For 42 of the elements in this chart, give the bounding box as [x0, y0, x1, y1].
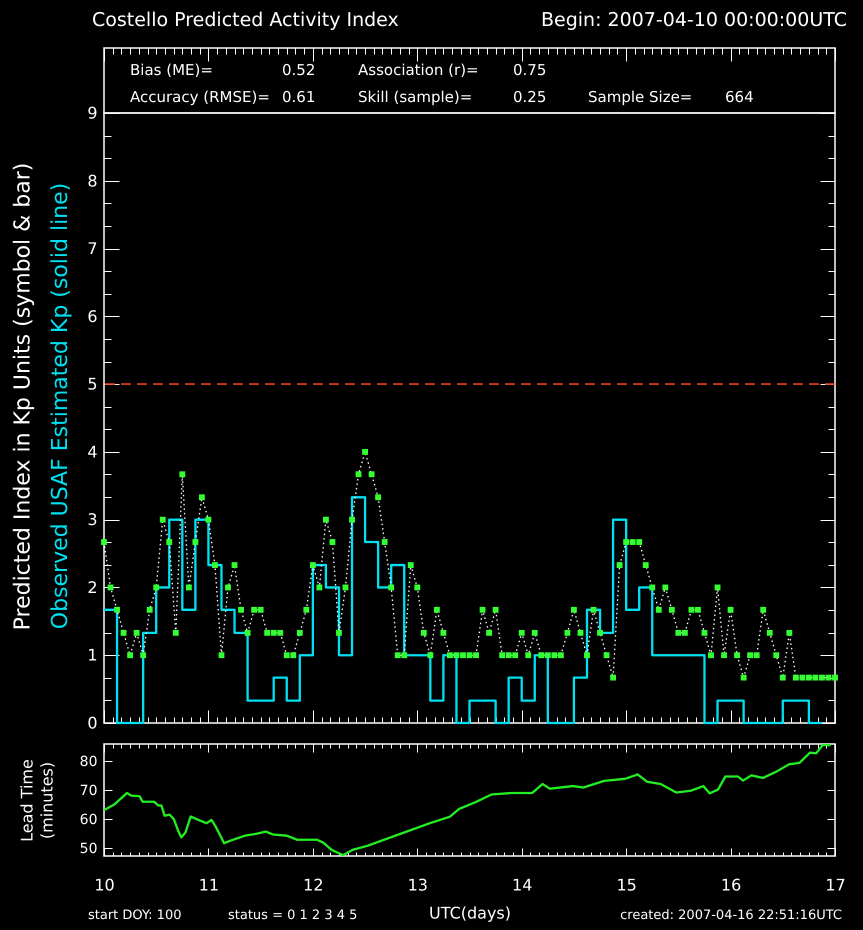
text: Observed USAF Estimated Kp (solid line) [48, 182, 73, 630]
y-tick-label: 1 [87, 646, 98, 665]
y-tick-label: 6 [87, 306, 98, 326]
x-tick-label: 10 [94, 876, 115, 894]
text: Bias (ME)= [130, 61, 213, 79]
x-tick-label: 17 [825, 876, 846, 894]
y-tick-label: 3 [87, 510, 98, 530]
y-tick-label: 70 [80, 782, 98, 799]
y-axis-title: Predicted Index in Kp Units (symbol & bar) [10, 162, 36, 630]
y-tick-label: 9 [87, 104, 98, 122]
y-tick-label: 80 [80, 754, 98, 770]
text: 664 [725, 88, 754, 106]
x-tick-label: 16 [720, 876, 742, 894]
x-tick-label: 14 [512, 876, 532, 894]
text: Accuracy (RMSE)= [130, 88, 270, 106]
y-tick-label: 0 [87, 714, 98, 732]
chart-title: Costello Predicted Activity Index [92, 9, 399, 31]
x-axis-title: UTC(days) [429, 904, 511, 922]
x-tick-label: 15 [616, 876, 637, 894]
text: created: 2007-04-16 22:51:16UTC [620, 908, 842, 923]
text: Association (r)= [358, 61, 479, 79]
x-tick-label: 12 [303, 876, 324, 894]
y-axis-title: Lead Time (minutes) [18, 759, 56, 842]
text: 0.61 [282, 88, 316, 106]
chart-subtitle: Begin: 2007-04-10 00:00:00UTC [540, 9, 847, 31]
y-tick-label: 60 [80, 812, 98, 828]
y-tick-label: 50 [80, 840, 98, 857]
text: Sample Size= [588, 88, 692, 106]
line-series [102, 744, 832, 856]
text: Skill (sample)= [358, 88, 472, 106]
text: start DOY: 100 [88, 908, 182, 923]
x-tick-label: 11 [198, 876, 220, 894]
text: status = 0 1 2 3 4 5 [228, 908, 358, 923]
y-tick-label: 5 [87, 374, 98, 394]
y-tick-label: 2 [87, 578, 98, 597]
y-tick-label: 8 [87, 171, 98, 190]
y-tick-label: 7 [87, 239, 98, 258]
text: 0.25 [513, 88, 546, 106]
y-tick-label: 4 [87, 442, 98, 462]
x-tick-label: 13 [408, 876, 428, 894]
text: 0.75 [513, 61, 546, 79]
text: 0.52 [282, 61, 316, 79]
